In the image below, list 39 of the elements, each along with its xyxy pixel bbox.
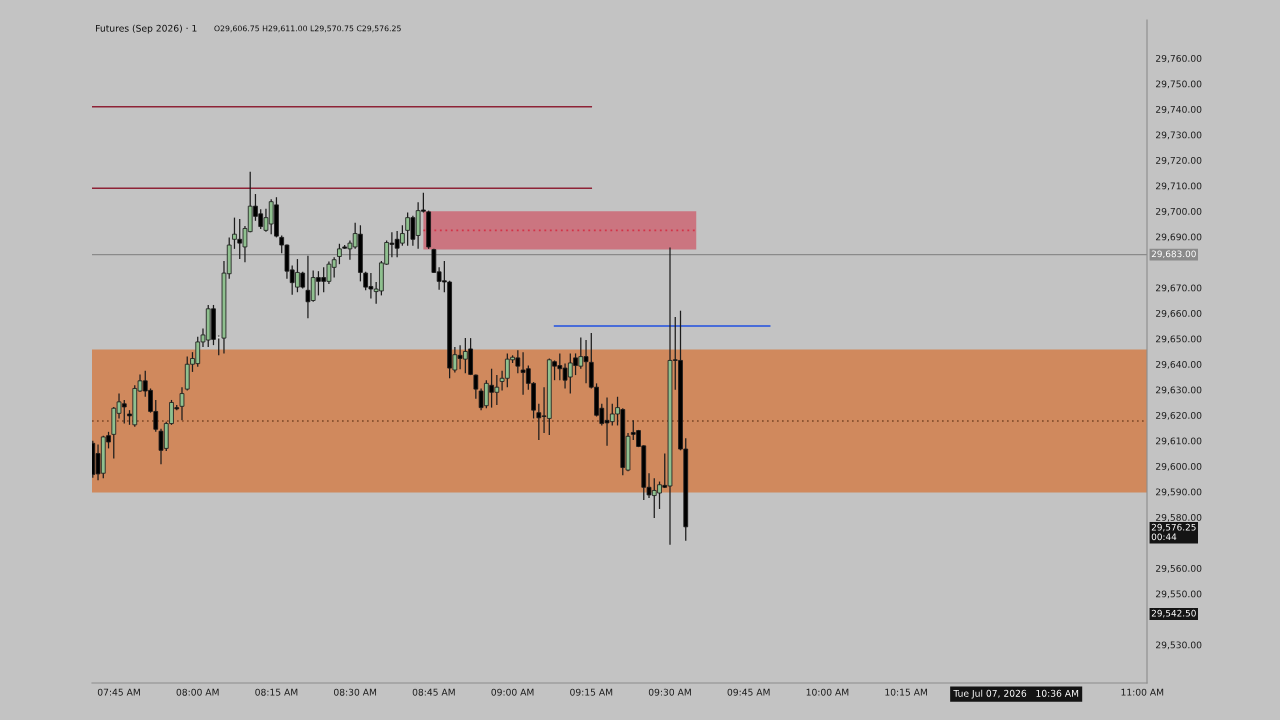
y-tick-label: 29,640.00	[1156, 360, 1202, 369]
y-tick-label: 29,610.00	[1156, 437, 1202, 446]
y-tick-label: 29,740.00	[1156, 105, 1202, 114]
y-tick-label: 29,720.00	[1156, 156, 1202, 165]
chart-title: Futures (Sep 2026) · 1	[96, 24, 197, 34]
y-tick-label: 29,620.00	[1156, 411, 1202, 420]
x-tick-label: 08:45 AM	[412, 688, 455, 696]
y-tick-label: 29,660.00	[1156, 309, 1202, 318]
y-tick-label: 29,580.00	[1156, 513, 1202, 522]
y-tick-label: 29,750.00	[1156, 80, 1202, 89]
text: 29,542.50	[1151, 609, 1196, 618]
x-tick-label: 10:15 AM	[885, 688, 927, 696]
candlestick	[179, 386, 185, 421]
x-tick-label: 09:30 AM	[648, 688, 691, 696]
y-tick-label: 29,700.00	[1156, 207, 1202, 216]
y-tick-label: 29,600.00	[1156, 462, 1202, 471]
y-tick-label: 29,710.00	[1156, 182, 1202, 191]
x-tick-label: 09:00 AM	[491, 688, 534, 696]
x-tick-label: 10:00 AM	[806, 688, 849, 696]
text: 29,576.25 00:44	[1151, 523, 1196, 541]
x-tick-label: 11:00 AM	[1121, 688, 1164, 696]
text: Tue Jul 07, 2026 10:36 AM	[953, 689, 1079, 699]
x-tick-label: 09:45 AM	[727, 688, 770, 696]
x-tick-label: 08:00 AM	[176, 688, 219, 696]
y-tick-label: 29,550.00	[1156, 590, 1202, 599]
y-tick-label: 29,670.00	[1156, 284, 1202, 293]
x-tick-label: 07:45 AM	[97, 688, 140, 696]
y-tick-label: 29,590.00	[1156, 488, 1202, 497]
y-tick-label: 29,690.00	[1156, 233, 1202, 242]
x-tick-label: 08:30 AM	[334, 688, 377, 696]
x-tick-label: 09:15 AM	[570, 688, 613, 696]
x-tick-label: 08:15 AM	[255, 688, 298, 696]
y-tick-label: 29,730.00	[1156, 131, 1202, 140]
ref-line-label: 29,683.00	[1151, 250, 1196, 259]
y-tick-label: 29,560.00	[1156, 564, 1202, 573]
y-tick-label: 29,530.00	[1156, 641, 1202, 650]
y-tick-label: 29,630.00	[1156, 386, 1202, 395]
y-tick-label: 29,650.00	[1156, 335, 1202, 344]
y-tick-label: 29,760.00	[1156, 54, 1202, 63]
